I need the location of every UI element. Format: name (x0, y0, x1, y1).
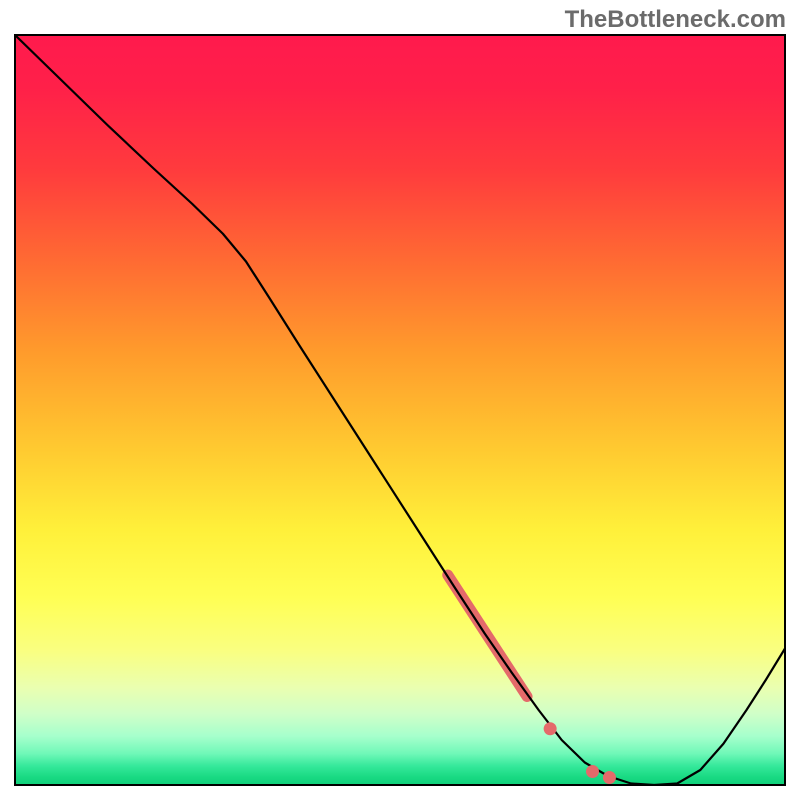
chart-svg (0, 0, 800, 800)
marker-dot (586, 765, 599, 778)
marker-dot (603, 771, 616, 784)
watermark-label: TheBottleneck.com (565, 6, 786, 34)
marker-dot (544, 722, 557, 735)
bottleneck-chart: TheBottleneck.com (0, 0, 800, 800)
